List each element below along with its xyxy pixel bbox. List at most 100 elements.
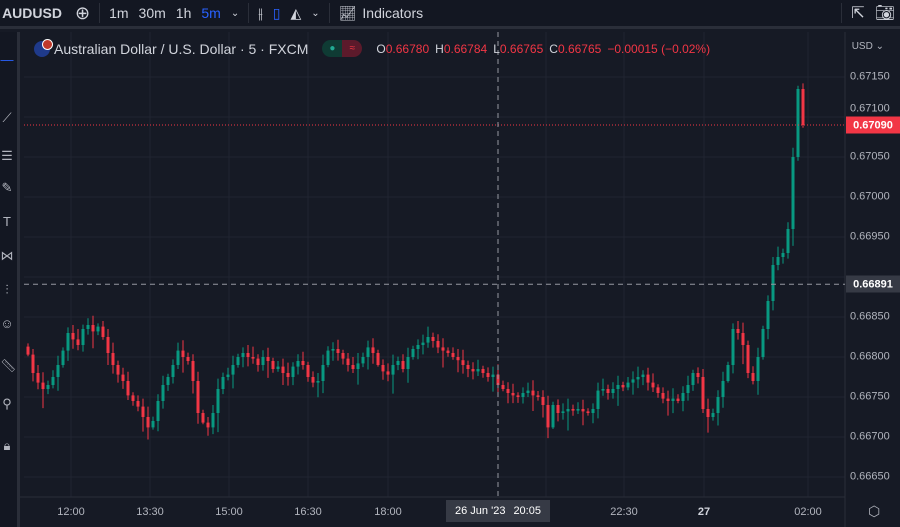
candle-body [306,365,310,377]
ruler-tool-icon[interactable]: 📏︎ [0,358,17,373]
candle-body [571,409,575,411]
camera-icon[interactable]: 📷︎ [874,5,895,22]
candle-body [76,339,80,345]
candle-body [751,373,755,381]
time-tick-label: 27 [697,506,711,518]
pattern-tool-icon[interactable]: ⋈ [0,248,14,263]
last-price-tag: 0.67090 [846,116,900,134]
candle-body [151,421,155,428]
interval-30m[interactable]: 30m [138,5,166,21]
price-tick-label: 0.67150 [850,70,890,83]
candle-body [356,363,360,369]
market-open-icon: ● [322,40,343,57]
candle-body [541,397,545,405]
bars-style-icon[interactable]: ⫲ [258,4,263,21]
brush-tool-icon[interactable]: ✎ [1,180,13,195]
candle-body [411,349,415,357]
candle-body [506,389,510,393]
candle-body [131,395,135,401]
indicators-button[interactable]: 📈︎ Indicators [334,0,428,27]
prediction-tool-icon[interactable]: ⫶ [5,282,9,297]
candle-body [596,390,600,409]
symbol-title[interactable]: Australian Dollar / U.S. Dollar · 5 · FX… [54,40,309,57]
time-tick-label: 13:30 [136,506,164,518]
currency-label: USD [851,41,873,52]
candle-body [716,397,720,413]
candle-body [336,349,340,353]
candle-body [26,346,30,355]
candle-body [576,409,580,411]
interval-5m[interactable]: 5m [201,5,221,21]
fullscreen-icon[interactable]: ⇱ [851,5,865,22]
candle-body [526,390,530,393]
interval-1h[interactable]: 1h [175,5,192,21]
candle-body [141,406,145,417]
crosshair-tool-icon[interactable]: — [0,52,14,67]
candle-body [666,398,670,401]
top-toolbar: AUDUSD ⊕ 1m 30m 1h 5m ⌄ ⫲ ▯ ◭ ⌄ 📈︎ Indica… [0,0,900,29]
divider [248,3,250,23]
divider [841,3,843,23]
candle-body [726,365,730,381]
price-tick-label: 0.66950 [850,230,890,243]
divider [99,3,101,23]
candle-body [641,374,645,377]
candle-body [746,345,750,373]
candle-body [216,389,220,413]
symbol-search[interactable]: AUDUSD [2,5,62,21]
zoom-tool-icon[interactable]: ⚲ [2,396,12,411]
candle-body [86,325,90,329]
emoji-tool-icon[interactable]: ☺ [0,316,14,331]
candle-body [286,373,290,377]
candle-body [361,357,365,364]
chart-legend: Australian Dollar / U.S. Dollar · 5 · FX… [34,38,710,57]
candle-body [111,353,115,365]
candle-body [691,373,695,385]
candle-body [371,347,375,353]
candle-body [326,350,330,365]
candle-body [426,337,430,343]
indicators-label: Indicators [362,5,424,21]
candle-body [801,89,805,125]
candle-body [481,369,485,373]
candle-body [406,357,410,369]
candle-body [646,374,650,383]
compare-add-icon[interactable]: ⊕ [75,2,91,23]
chevron-down-icon[interactable]: ⌄ [311,7,320,19]
candle-body [121,374,125,381]
au-us-flag-icon [34,38,53,57]
candle-body [696,373,700,377]
candle-body [761,329,765,357]
candle-body [316,381,320,383]
interval-1m[interactable]: 1m [109,5,129,21]
currency-selector[interactable]: USD ⌄ [851,41,884,52]
candle-body [636,377,640,380]
candle-body [556,405,560,413]
lock-tool-icon[interactable]: 🔒︎ [3,438,11,453]
candle-body [711,413,715,417]
candle-body [331,349,335,351]
candle-body [56,365,60,377]
time-tick-label: 22:30 [610,506,638,518]
area-style-icon[interactable]: ◭ [290,4,302,21]
candle-body [206,422,210,428]
candle-body [266,357,270,361]
chevron-down-icon[interactable]: ⌄ [230,7,240,19]
candle-body [171,365,175,377]
candle-body [246,353,250,357]
low-label: L [493,41,500,56]
candle-body [241,353,245,357]
candle-body [146,417,150,428]
market-status-pill[interactable]: ● ≈ [322,40,363,57]
candle-body [531,390,535,396]
candle-body [81,329,85,345]
text-tool-icon[interactable]: T [3,214,11,229]
trendline-tool-icon[interactable]: ⟋ [2,110,12,125]
candle-body [236,357,240,365]
settings-gear-icon[interactable]: ⬡ [868,503,881,519]
candles-style-icon[interactable]: ▯ [272,4,281,21]
fib-tool-icon[interactable]: ☰ [1,148,13,163]
candle-body [256,358,260,365]
candle-body [271,361,275,369]
